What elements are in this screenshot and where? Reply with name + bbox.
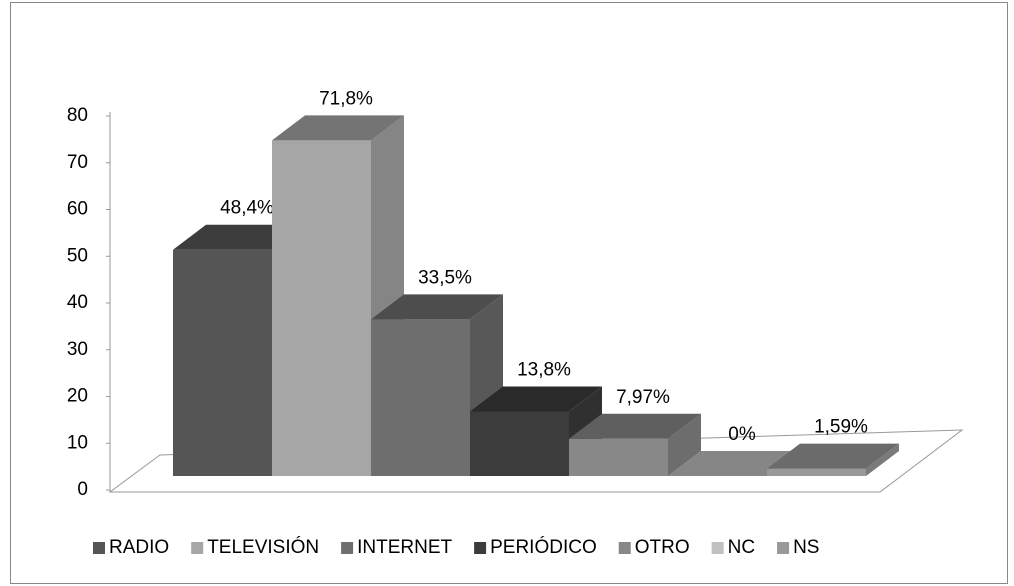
bar-side (668, 413, 701, 476)
legend-label: NC (728, 537, 755, 558)
value-label: 13,8% (517, 360, 571, 381)
value-label: 1,59% (814, 417, 868, 438)
legend-label: INTERNET (357, 537, 452, 558)
y-tick-label: 0 (77, 479, 88, 500)
bar (569, 438, 668, 476)
bar-top (767, 443, 899, 469)
bar (470, 411, 569, 476)
value-label: 33,5% (418, 267, 472, 288)
bar (767, 468, 866, 476)
legend-label: PERIÓDICO (490, 536, 597, 558)
bar-side (866, 443, 899, 476)
bar (371, 319, 470, 476)
value-label: 7,97% (616, 387, 670, 408)
y-tick-label: 60 (67, 199, 88, 220)
legend-swatch (191, 542, 204, 554)
y-tick-label: 70 (67, 152, 88, 173)
legend-swatch (711, 542, 724, 554)
y-tick-label: 10 (67, 432, 88, 453)
value-label: 48,4% (220, 198, 274, 219)
legend-swatch (474, 542, 487, 554)
bar-top (569, 413, 701, 439)
value-label: 0% (728, 424, 756, 445)
y-tick-label: 30 (67, 339, 88, 360)
bar (173, 249, 272, 476)
legend-swatch (618, 542, 631, 554)
legend-swatch (93, 542, 105, 554)
legend-label: TELEVISIÓN (207, 536, 319, 558)
legend-swatch (341, 542, 354, 554)
legend-swatch (777, 542, 790, 554)
bar-top (272, 115, 404, 141)
legend-label: NS (793, 537, 819, 558)
legend-label: RADIO (109, 537, 169, 558)
y-tick-label: 40 (67, 292, 88, 313)
y-tick-label: 50 (67, 245, 88, 266)
bar-top (371, 294, 503, 320)
legend-label: OTRO (635, 537, 690, 558)
y-tick-label: 80 (67, 105, 88, 126)
bar-top (470, 386, 602, 412)
chart-border (10, 2, 1008, 584)
y-tick-label: 20 (67, 386, 88, 407)
floor (108, 429, 964, 493)
bar (272, 140, 371, 476)
value-label: 71,8% (319, 88, 373, 109)
